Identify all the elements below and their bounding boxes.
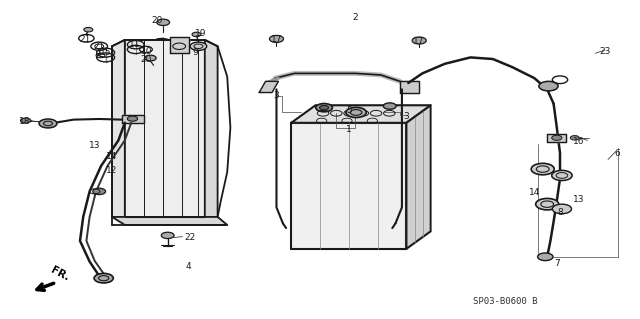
Text: 17: 17 [271,35,282,44]
Circle shape [94,273,113,283]
Text: 3: 3 [274,91,279,100]
Polygon shape [125,40,205,217]
Text: 21: 21 [79,35,91,44]
Text: 7: 7 [554,259,559,268]
Circle shape [190,42,207,50]
Polygon shape [122,115,144,123]
Text: FR.: FR. [49,265,70,283]
Polygon shape [259,81,278,93]
Circle shape [192,32,201,37]
Text: 20: 20 [140,55,152,63]
Circle shape [536,198,559,210]
Text: 21: 21 [93,42,105,51]
Circle shape [531,163,554,175]
Text: 9: 9 [193,48,198,57]
Circle shape [127,116,138,121]
Circle shape [145,55,156,61]
Circle shape [269,35,284,42]
Text: 20: 20 [151,16,163,25]
Circle shape [316,103,332,112]
Text: 16: 16 [573,137,585,146]
Circle shape [539,81,558,91]
Text: 2: 2 [353,13,358,22]
Text: 23: 23 [599,47,611,56]
Circle shape [538,253,553,261]
Polygon shape [547,134,566,142]
Circle shape [412,37,426,44]
Text: 1: 1 [346,125,351,134]
Circle shape [570,136,579,140]
Text: 12: 12 [106,166,118,175]
Circle shape [39,119,57,128]
Text: 17: 17 [413,37,425,46]
Text: 19: 19 [195,29,206,38]
Text: 5: 5 [346,106,351,115]
Circle shape [157,19,170,26]
Polygon shape [406,105,431,249]
Text: SP03-B0600 B: SP03-B0600 B [474,297,538,306]
Polygon shape [170,37,189,53]
Circle shape [93,188,106,195]
Circle shape [346,107,366,118]
Circle shape [552,204,572,214]
Text: 14: 14 [106,152,118,161]
Circle shape [20,118,31,123]
Polygon shape [291,105,431,123]
Polygon shape [205,40,218,217]
Text: 4: 4 [186,262,191,271]
Circle shape [552,170,572,181]
Text: 8: 8 [557,208,563,217]
Polygon shape [112,217,227,225]
Circle shape [552,135,562,140]
Text: 13: 13 [573,195,585,204]
Text: 22: 22 [184,233,196,242]
Circle shape [161,232,174,239]
Text: 10: 10 [141,47,153,56]
Polygon shape [112,40,125,217]
Polygon shape [291,123,406,249]
Text: 6: 6 [615,149,620,158]
Text: 3: 3 [404,112,409,121]
Circle shape [319,105,328,110]
Text: 13: 13 [89,141,100,150]
Circle shape [84,27,93,32]
Polygon shape [400,81,419,93]
Text: 14: 14 [529,189,540,197]
Text: 15: 15 [100,48,111,57]
Text: 18: 18 [19,117,30,126]
Circle shape [383,103,396,109]
Text: 11: 11 [129,40,140,49]
